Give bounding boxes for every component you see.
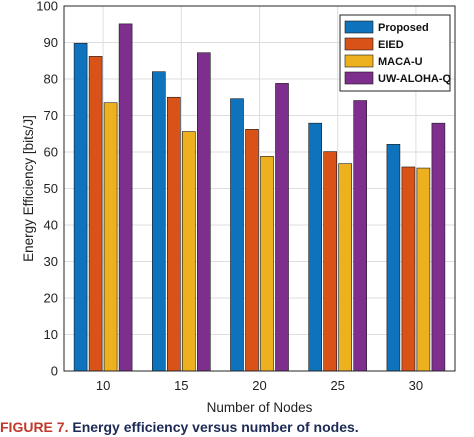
y-tick-label: 30	[44, 254, 58, 269]
y-axis-ticks: 0 10 20 30 40 50 60 70 80 90 100	[36, 0, 58, 379]
legend-swatch	[344, 37, 374, 51]
bar-maca-u-30	[416, 167, 431, 372]
bar-uw-aloha-q-10	[118, 23, 133, 372]
y-tick-label: 20	[44, 291, 58, 306]
figure-label: FIGURE 7.	[0, 419, 69, 435]
legend-swatch	[344, 71, 374, 85]
bar-uw-aloha-q-15	[197, 52, 211, 372]
bar-maca-u-20	[260, 156, 274, 372]
legend: Proposed EIED MACA-U UW-ALOHA-Q	[339, 14, 452, 92]
bar-uw-aloha-q-30	[431, 122, 446, 372]
bar-proposed-20	[230, 98, 244, 372]
x-tick-label: 10	[96, 378, 110, 393]
x-tick-label: 30	[409, 378, 423, 393]
x-tick-label: 15	[174, 378, 188, 393]
bar-maca-u-15	[182, 131, 196, 372]
y-tick-label: 100	[36, 0, 58, 14]
y-tick-label: 90	[44, 35, 58, 50]
legend-label: MACA-U	[378, 56, 423, 68]
y-tick-label: 10	[44, 327, 58, 342]
bar-proposed-15	[152, 71, 166, 372]
x-tick-label: 20	[252, 378, 266, 393]
x-tick-label: 25	[330, 378, 344, 393]
bar-uw-aloha-q-20	[275, 83, 289, 372]
legend-label: UW-ALOHA-Q	[378, 73, 452, 85]
x-axis-ticks: 10 15 20 25 30	[96, 378, 423, 393]
bar-eied-30	[401, 166, 416, 372]
y-tick-label: 60	[44, 145, 58, 160]
bar-proposed-25	[308, 122, 323, 372]
y-axis-label: Energy Efficiency [bits/J]	[21, 115, 36, 262]
bar-uw-aloha-q-25	[353, 100, 368, 372]
bar-maca-u-10	[103, 102, 118, 372]
bar-eied-15	[167, 96, 181, 372]
legend-label: EIED	[378, 39, 404, 51]
y-tick-label: 70	[44, 108, 58, 123]
figure-caption: FIGURE 7. Energy efficiency versus numbe…	[0, 419, 474, 435]
bar-eied-10	[88, 56, 103, 372]
bars-group	[73, 23, 446, 372]
bar-proposed-30	[386, 144, 401, 372]
caption-text: Energy efficiency versus number of nodes…	[72, 419, 359, 435]
y-tick-label: 0	[51, 364, 58, 379]
y-tick-label: 50	[44, 181, 58, 196]
y-tick-label: 40	[44, 218, 58, 233]
bar-eied-20	[245, 129, 259, 372]
bar-maca-u-25	[338, 163, 353, 372]
x-axis-label: Number of Nodes	[207, 400, 313, 415]
legend-swatch	[344, 20, 374, 34]
legend-label: Proposed	[378, 22, 429, 34]
y-tick-label: 80	[44, 72, 58, 87]
bar-proposed-10	[73, 42, 88, 372]
legend-swatch	[344, 54, 374, 68]
plot-frame	[63, 5, 456, 372]
bar-eied-25	[323, 151, 338, 372]
